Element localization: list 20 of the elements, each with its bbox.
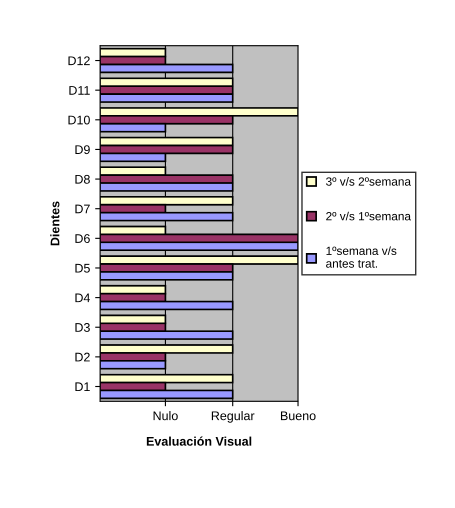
y-tick-label: D6 [75,234,90,243]
y-tick-label: D5 [75,264,90,273]
y-tick-label: D9 [75,145,90,154]
annotation: Nulo [154,411,178,420]
annotation: Regular [212,411,254,423]
x-axis-title: Evaluación Visual [146,436,252,446]
y-tick-label: D2 [75,352,90,362]
legend-label: 1ºsemana v/s antes trat. [326,246,396,268]
annotation: Bueno [280,412,316,420]
y-tick-label: D7 [75,204,90,214]
y-tick-label: D10 [68,116,90,124]
y-axis-title: Dientes [50,201,60,246]
y-tick-label: D1 [75,382,90,392]
y-tick-label: D4 [75,294,90,302]
y-tick-label: D12 [68,56,90,66]
y-tick-label: D11 [69,86,90,95]
y-tick-label: D3 [75,323,90,332]
legend-label: 3º v/s 2ºsemana [326,177,411,186]
legend-label: 2º v/s 1ºsemana [326,212,411,220]
y-tick-label: D8 [75,174,90,184]
